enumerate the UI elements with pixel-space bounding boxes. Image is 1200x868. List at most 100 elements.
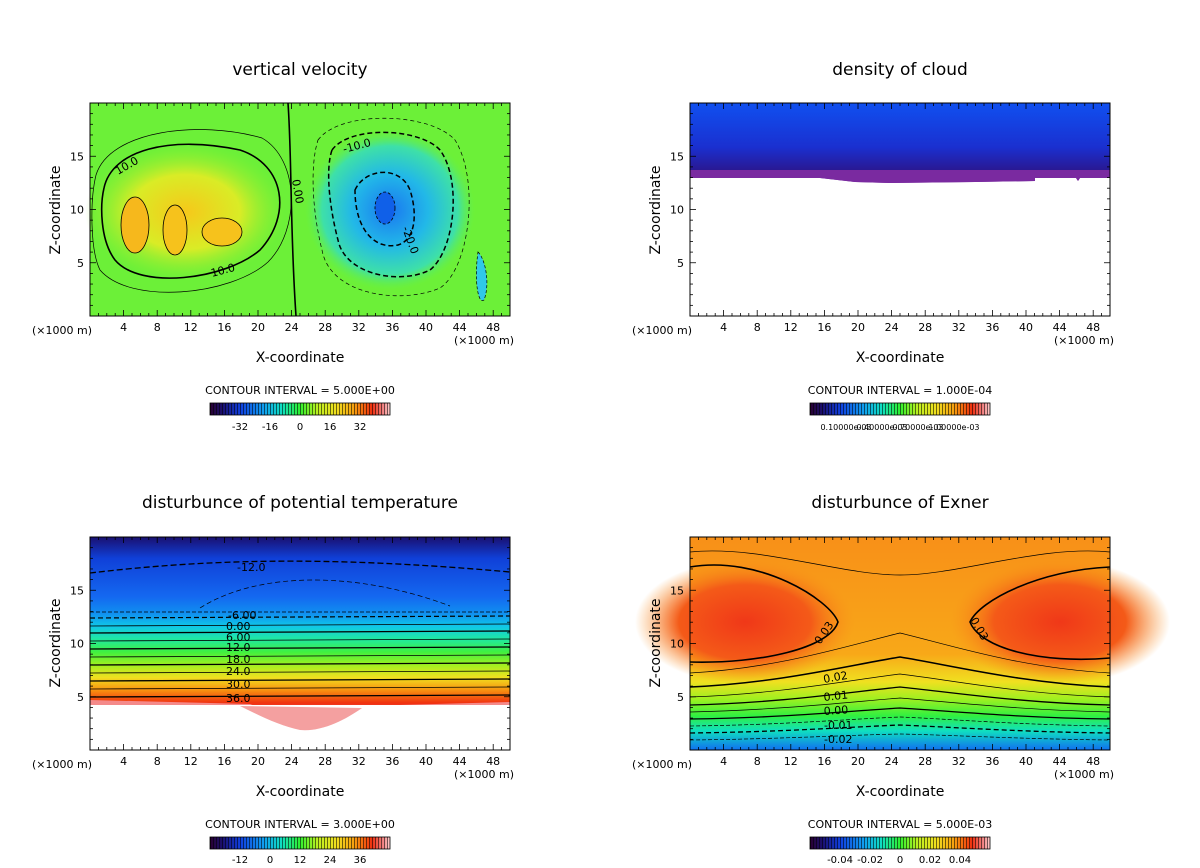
colorbar-tick-label: -12 <box>232 855 248 866</box>
y-tick-label: 5 <box>677 691 684 704</box>
x-unit-right: (×1000 m) <box>454 768 514 781</box>
x-tick-label: 8 <box>754 321 761 334</box>
chart-title: density of cloud <box>832 60 968 80</box>
x-tick-label: 12 <box>184 321 198 334</box>
x-tick-label: 16 <box>217 755 231 768</box>
x-tick-label: 44 <box>1053 755 1067 768</box>
x-tick-label: 48 <box>1086 755 1100 768</box>
panel-vertical-velocity: vertical velocity 10.0 0.00 10.0 -10.0 -… <box>32 60 514 433</box>
x-tick-label: 4 <box>120 755 127 768</box>
x-tick-label: 44 <box>453 321 467 334</box>
colorbar-tick-label: 0 <box>297 422 303 433</box>
y-tick-label: 10 <box>670 204 684 217</box>
x-tick-label: 16 <box>217 321 231 334</box>
x-tick-label: 32 <box>952 321 966 334</box>
x-tick-label: 48 <box>486 755 500 768</box>
x-tick-label: 20 <box>251 755 265 768</box>
contour-label: 12.0 <box>226 641 251 654</box>
x-tick-label: 40 <box>1019 321 1033 334</box>
plot-field: -12.0 -6.00 0.00 6.00 12.0 18.0 24.0 30.… <box>89 537 511 750</box>
y-axis-label: Z-coordinate <box>48 165 64 254</box>
x-tick-label: 44 <box>453 755 467 768</box>
x-axis-label: X-coordinate <box>256 350 345 366</box>
y-tick-label: 15 <box>670 584 684 597</box>
x-tick-label: 32 <box>952 755 966 768</box>
x-tick-label: 4 <box>720 321 727 334</box>
colorbar-tick-label: 0.70000e-03 <box>892 423 943 432</box>
x-tick-label: 32 <box>352 321 366 334</box>
contour-label: 18.0 <box>226 653 251 666</box>
colorbar-tick-label: -0.02 <box>857 855 883 866</box>
y-tick-label: 10 <box>70 204 84 217</box>
contour-label: 10.0 <box>209 261 236 280</box>
y-tick-label: 10 <box>70 638 84 651</box>
colorbar <box>809 836 991 850</box>
y-tick-label: 15 <box>70 584 84 597</box>
x-tick-label: 36 <box>385 321 399 334</box>
y-axis-label: Z-coordinate <box>648 598 664 687</box>
x-tick-label: 20 <box>851 755 865 768</box>
x-tick-label: 28 <box>318 755 332 768</box>
panel-density-of-cloud: density of cloud 4 8 12 16 20 24 28 32 36 40 44 485… <box>632 60 1114 432</box>
x-axis-label: X-coordinate <box>256 784 345 800</box>
x-tick-label: 40 <box>1019 755 1033 768</box>
x-tick-label: 48 <box>1086 321 1100 334</box>
y-tick-label: 15 <box>670 150 684 163</box>
colorbar-tick-label: -16 <box>262 422 278 433</box>
x-tick-label: 20 <box>851 321 865 334</box>
x-unit-left: (×1000 m) <box>632 324 692 337</box>
contour-label: 0.00 <box>226 620 251 633</box>
colorbar-tick-label: 0 <box>897 855 903 866</box>
x-tick-label: 40 <box>419 755 433 768</box>
x-tick-label: 8 <box>154 321 161 334</box>
contour-label: 0.02 <box>822 669 848 686</box>
contour-interval: CONTOUR INTERVAL = 3.000E+00 <box>205 818 395 831</box>
x-tick-label: 16 <box>817 755 831 768</box>
chart-title: disturbunce of Exner <box>811 493 988 513</box>
y-tick-label: 5 <box>677 257 684 270</box>
plot-field <box>690 103 1110 316</box>
x-tick-label: 24 <box>285 755 299 768</box>
contour-label: -12.0 <box>237 561 265 574</box>
colorbar-ticks: -12 0 12 24 36 <box>232 855 367 866</box>
colorbar-ticks: 0.10000e-030.40000e-030.70000e-031.00000… <box>820 423 979 432</box>
x-tick-label: 4 <box>720 755 727 768</box>
colorbar-tick-label: 0.10000e-03 <box>820 423 871 432</box>
colorbar-ticks: -32 -16 0 16 32 <box>232 422 367 433</box>
plot-field: 0.03 0.03 0.02 0.01 0.00 -0.01 -0.02 <box>635 537 1170 750</box>
panel-exner: disturbunce of Exner 0.03 0.03 0.02 0.01… <box>632 493 1170 866</box>
x-tick-label: 20 <box>251 321 265 334</box>
contour-interval: CONTOUR INTERVAL = 5.000E-03 <box>808 818 992 831</box>
contour-label: 36.0 <box>226 692 251 705</box>
x-tick-label: 16 <box>817 321 831 334</box>
colorbar <box>809 402 991 416</box>
x-tick-label: 36 <box>985 321 999 334</box>
x-axis-label: X-coordinate <box>856 350 945 366</box>
x-tick-label: 36 <box>385 755 399 768</box>
contour-label: 24.0 <box>226 665 251 678</box>
colorbar-tick-label: 16 <box>324 422 337 433</box>
x-tick-label: 12 <box>784 755 798 768</box>
x-tick-label: 28 <box>918 755 932 768</box>
contour-label: 0.00 <box>289 178 306 204</box>
y-tick-label: 5 <box>77 257 84 270</box>
colorbar <box>209 402 391 416</box>
contour-label: -6.00 <box>228 609 256 622</box>
x-tick-label: 24 <box>285 321 299 334</box>
x-tick-label: 40 <box>419 321 433 334</box>
colorbar-tick-label: 0 <box>267 855 273 866</box>
contour-label: -0.02 <box>824 733 852 746</box>
x-unit-right: (×1000 m) <box>1054 334 1114 347</box>
colorbar-tick-label: 0.40000e-03 <box>856 423 907 432</box>
x-tick-label: 44 <box>1053 321 1067 334</box>
y-tick-label: 15 <box>70 150 84 163</box>
contour-interval: CONTOUR INTERVAL = 5.000E+00 <box>205 384 395 397</box>
chart-title: vertical velocity <box>232 60 367 80</box>
contour-label: -0.01 <box>824 719 852 732</box>
x-tick-label: 32 <box>352 755 366 768</box>
x-tick-label: 8 <box>754 755 761 768</box>
